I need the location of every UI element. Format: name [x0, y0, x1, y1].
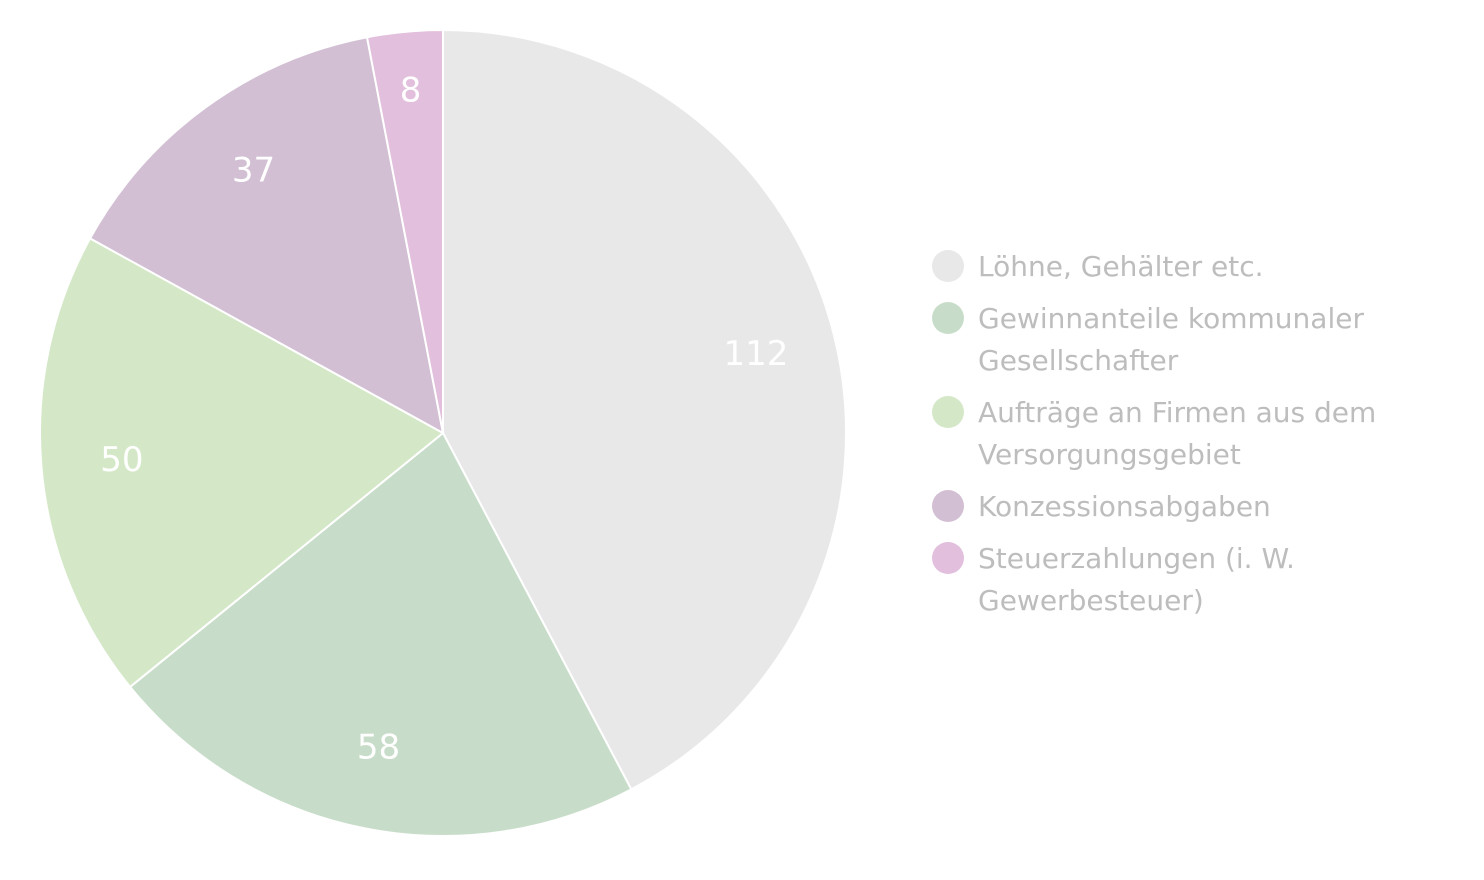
legend-item: Gewinnanteile kommunaler Gesellschafter	[932, 298, 1412, 382]
chart: 112 58 50 37 8	[39, 28, 847, 837]
pie-slice	[442, 28, 847, 791]
legend-swatch	[932, 302, 964, 334]
data-label: 8	[400, 70, 422, 110]
legend-item: Aufträge an Firmen aus dem Versorgungsge…	[932, 392, 1412, 476]
legend-swatch	[932, 250, 964, 282]
pie-slice	[365, 28, 444, 434]
pie-slice	[39, 237, 445, 689]
legend-swatch	[932, 542, 964, 574]
legend-swatch	[932, 396, 964, 428]
legend-label: Gewinnanteile kommunaler Gesellschafter	[978, 302, 1364, 377]
legend-label: Aufträge an Firmen aus dem Versorgungsge…	[978, 396, 1377, 471]
legend-label: Steuerzahlungen (i. W. Gewerbesteuer)	[978, 542, 1295, 617]
legend-item: Löhne, Gehälter etc.	[932, 246, 1412, 288]
pie-slice	[128, 431, 633, 837]
data-label: 112	[723, 334, 788, 374]
legend: Löhne, Gehälter etc. Gewinnanteile kommun…	[932, 246, 1412, 632]
legend-label: Konzessionsabgaben	[978, 490, 1271, 523]
legend-swatch	[932, 490, 964, 522]
legend-item: Konzessionsabgaben	[932, 486, 1412, 528]
pie-slice	[88, 36, 445, 435]
legend-item: Steuerzahlungen (i. W. Gewerbesteuer)	[932, 538, 1412, 622]
legend-label: Löhne, Gehälter etc.	[978, 250, 1264, 283]
data-label: 37	[232, 151, 275, 191]
data-label: 50	[100, 440, 143, 480]
data-label: 58	[357, 727, 400, 767]
